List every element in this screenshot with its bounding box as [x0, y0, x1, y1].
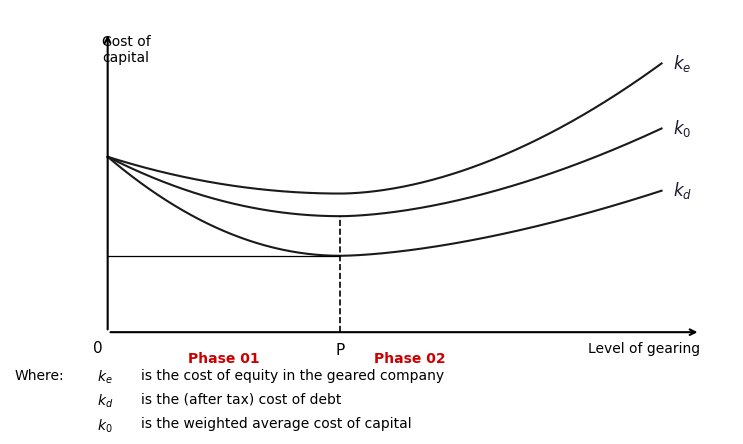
Text: P: P: [336, 344, 345, 358]
Text: Cost of
capital: Cost of capital: [102, 35, 151, 65]
Text: is the weighted average cost of capital: is the weighted average cost of capital: [141, 417, 412, 432]
Text: Phase 02: Phase 02: [374, 352, 445, 366]
Text: $k_d$: $k_d$: [672, 180, 692, 201]
Text: is the (after tax) cost of debt: is the (after tax) cost of debt: [141, 393, 342, 407]
Text: is the cost of equity in the geared company: is the cost of equity in the geared comp…: [141, 369, 444, 383]
Text: $k_e$: $k_e$: [672, 53, 691, 74]
Text: Level of gearing: Level of gearing: [588, 342, 701, 356]
Text: $k_0$: $k_0$: [97, 417, 112, 435]
Text: $k_e$: $k_e$: [97, 369, 112, 386]
Text: Phase 01: Phase 01: [188, 352, 260, 366]
Text: $k_d$: $k_d$: [97, 393, 113, 410]
Text: $k_0$: $k_0$: [672, 118, 691, 139]
Text: Where:: Where:: [15, 369, 65, 383]
Text: 0: 0: [93, 341, 102, 356]
